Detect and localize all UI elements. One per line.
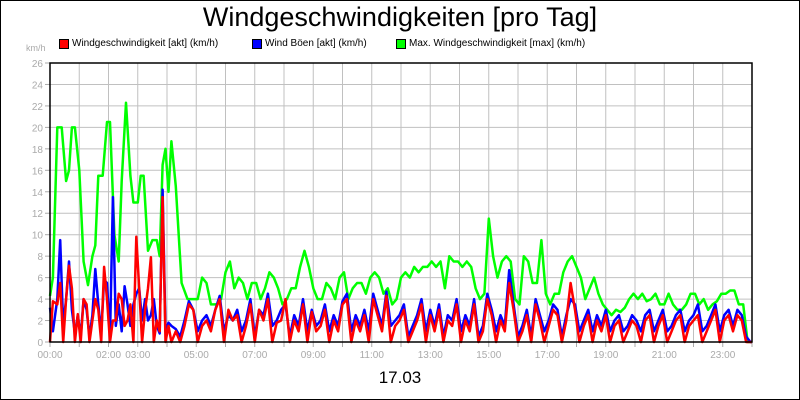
y-tick-label: 14 [32, 188, 44, 199]
x-tick-label: 05:00 [184, 350, 209, 361]
legend-label: Max. Windgeschwindigkeit [max] (km/h) [409, 38, 586, 49]
plot-border [49, 62, 753, 343]
legend-swatch-red-icon [59, 38, 69, 49]
x-tick-label: 07:00 [242, 350, 267, 361]
x-tick-label: 17:00 [535, 350, 560, 361]
x-tick-label: 09:00 [301, 350, 326, 361]
y-tick-label: 22 [32, 102, 44, 113]
y-tick-label: 10 [32, 231, 44, 242]
series-line [48, 195, 752, 344]
data-series [48, 101, 752, 344]
x-tick-label: 23:00 [710, 350, 735, 361]
y-tick-label: 24 [32, 80, 44, 91]
x-axis: 00:00 02:00 03:00 05:00 07:00 09:00 11:00 13:00… [37, 342, 753, 361]
x-tick-label: 15:00 [476, 350, 501, 361]
y-tick-label: 2 [37, 317, 43, 328]
y-tick-label: 0 [37, 338, 43, 349]
y-axis-unit: km/h [26, 43, 46, 53]
x-tick-label: 03:00 [125, 350, 150, 361]
y-tick-label: 20 [32, 123, 44, 134]
chart-title: Windgeschwindigkeiten [pro Tag] [202, 2, 598, 32]
legend-label: Wind Böen [akt] (km/h) [265, 38, 367, 49]
legend-label: Windgeschwindigkeit [akt] (km/h) [72, 38, 219, 49]
legend-item-wind-boeen: Wind Böen [akt] (km/h) [252, 38, 367, 49]
series-line [48, 101, 752, 344]
x-tick-label: 21:00 [652, 350, 677, 361]
x-tick-label: 11:00 [360, 350, 385, 361]
y-tick-label: 16 [32, 166, 44, 177]
legend-swatch-blue-icon [252, 38, 262, 49]
x-tick-label: 00:00 [37, 350, 62, 361]
legend-swatch-green-icon [396, 38, 406, 49]
legend-item-windgeschwindigkeit: Windgeschwindigkeit [akt] (km/h) [59, 38, 218, 49]
x-tick-label: 02:00 [96, 350, 121, 361]
y-tick-label: 26 [32, 59, 44, 70]
y-tick-label: 6 [37, 274, 43, 285]
series-line [48, 188, 752, 344]
y-tick-label: 4 [37, 295, 43, 306]
date-label: 17.03 [378, 368, 422, 387]
y-tick-label: 18 [32, 145, 44, 156]
y-tick-label: 8 [37, 252, 43, 263]
x-tick-label: 19:00 [593, 350, 618, 361]
x-tick-label: 13:00 [418, 350, 443, 361]
legend-item-max-windgeschwindigkeit: Max. Windgeschwindigkeit [max] (km/h) [396, 38, 585, 49]
y-tick-label: 12 [32, 209, 44, 220]
